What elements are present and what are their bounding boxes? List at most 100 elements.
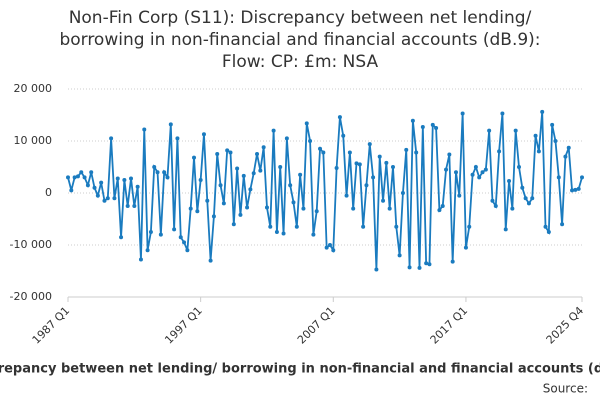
data-point xyxy=(278,165,283,169)
data-point xyxy=(158,232,163,237)
data-point xyxy=(304,121,309,126)
data-point xyxy=(447,152,452,157)
data-point xyxy=(175,136,180,141)
data-point xyxy=(238,212,243,217)
data-point xyxy=(182,240,187,245)
data-point xyxy=(513,128,518,133)
data-point xyxy=(337,115,342,120)
data-point xyxy=(198,178,203,182)
data-point xyxy=(507,179,512,184)
data-point xyxy=(470,172,475,177)
data-point xyxy=(477,175,482,180)
data-point xyxy=(553,139,558,143)
data-point xyxy=(397,253,402,258)
data-point xyxy=(145,248,150,253)
data-point xyxy=(503,227,508,232)
data-point xyxy=(152,165,157,169)
data-point xyxy=(66,175,70,180)
data-point xyxy=(543,224,548,229)
data-point xyxy=(580,175,584,180)
data-point xyxy=(255,152,260,156)
data-point xyxy=(211,214,216,219)
x-tick-label: 1987 Q1 xyxy=(30,304,73,347)
data-point xyxy=(490,198,495,203)
data-point xyxy=(450,259,455,264)
data-point xyxy=(122,178,127,182)
data-point xyxy=(228,150,233,155)
data-point xyxy=(231,222,236,227)
data-point xyxy=(142,127,147,132)
data-point xyxy=(208,258,213,263)
data-point xyxy=(85,183,90,188)
data-point xyxy=(526,201,531,206)
data-point xyxy=(258,168,263,173)
data-point xyxy=(331,248,336,253)
data-point xyxy=(82,175,87,180)
data-point xyxy=(371,175,376,180)
data-point xyxy=(274,230,279,234)
data-point xyxy=(301,206,306,211)
data-point xyxy=(573,187,578,192)
data-point xyxy=(115,176,120,181)
y-tick-label: 10 000 xyxy=(14,134,53,147)
data-point xyxy=(424,261,429,266)
data-point xyxy=(500,111,505,116)
data-point xyxy=(440,204,445,208)
source: Source: xyxy=(543,382,588,396)
data-point xyxy=(311,232,316,237)
data-point xyxy=(291,200,296,205)
y-tick-label: 0 xyxy=(45,186,52,199)
data-point xyxy=(364,183,369,188)
data-point xyxy=(384,160,389,165)
data-point xyxy=(288,183,293,188)
data-point xyxy=(92,185,97,190)
data-point xyxy=(284,136,289,141)
data-point xyxy=(192,155,197,160)
data-point xyxy=(463,245,468,250)
data-point xyxy=(367,142,372,147)
data-point xyxy=(530,196,535,201)
chart-title: Non-Fin Corp (S11): Discrepancy between … xyxy=(69,8,532,28)
data-point xyxy=(483,167,488,172)
data-point xyxy=(132,204,137,208)
data-point xyxy=(460,111,465,116)
data-point xyxy=(119,235,124,240)
data-point xyxy=(188,206,193,211)
data-point xyxy=(434,126,439,130)
data-point xyxy=(168,122,173,127)
data-point xyxy=(410,118,415,123)
data-point xyxy=(225,148,230,153)
data-point xyxy=(125,204,130,208)
data-point xyxy=(341,133,346,138)
data-point xyxy=(205,198,210,203)
data-point xyxy=(215,152,220,156)
data-point xyxy=(387,206,392,211)
data-point xyxy=(444,167,449,172)
chart-title: borrowing in non-financial and financial… xyxy=(59,30,540,50)
y-tick-label: 20 000 xyxy=(14,82,53,95)
data-point xyxy=(195,209,200,214)
data-point xyxy=(95,193,100,198)
data-point xyxy=(138,257,143,262)
chart-title: Flow: CP: £m: NSA xyxy=(222,52,379,72)
data-point xyxy=(533,133,538,138)
data-point xyxy=(570,188,575,193)
data-point xyxy=(79,170,84,175)
data-point xyxy=(394,224,399,229)
data-point xyxy=(347,150,352,155)
data-point xyxy=(550,122,555,127)
data-point xyxy=(109,136,114,141)
data-point xyxy=(381,198,386,203)
data-point xyxy=(453,170,458,175)
data-point xyxy=(201,132,206,137)
data-point xyxy=(105,196,110,201)
data-point xyxy=(560,222,565,227)
data-point xyxy=(354,161,359,166)
data-point xyxy=(129,176,134,181)
data-point xyxy=(430,122,435,127)
data-point xyxy=(294,224,299,229)
data-point xyxy=(271,128,276,133)
data-point xyxy=(155,170,160,175)
x-tick-label: 1997 Q1 xyxy=(162,304,205,347)
data-point xyxy=(361,224,366,229)
